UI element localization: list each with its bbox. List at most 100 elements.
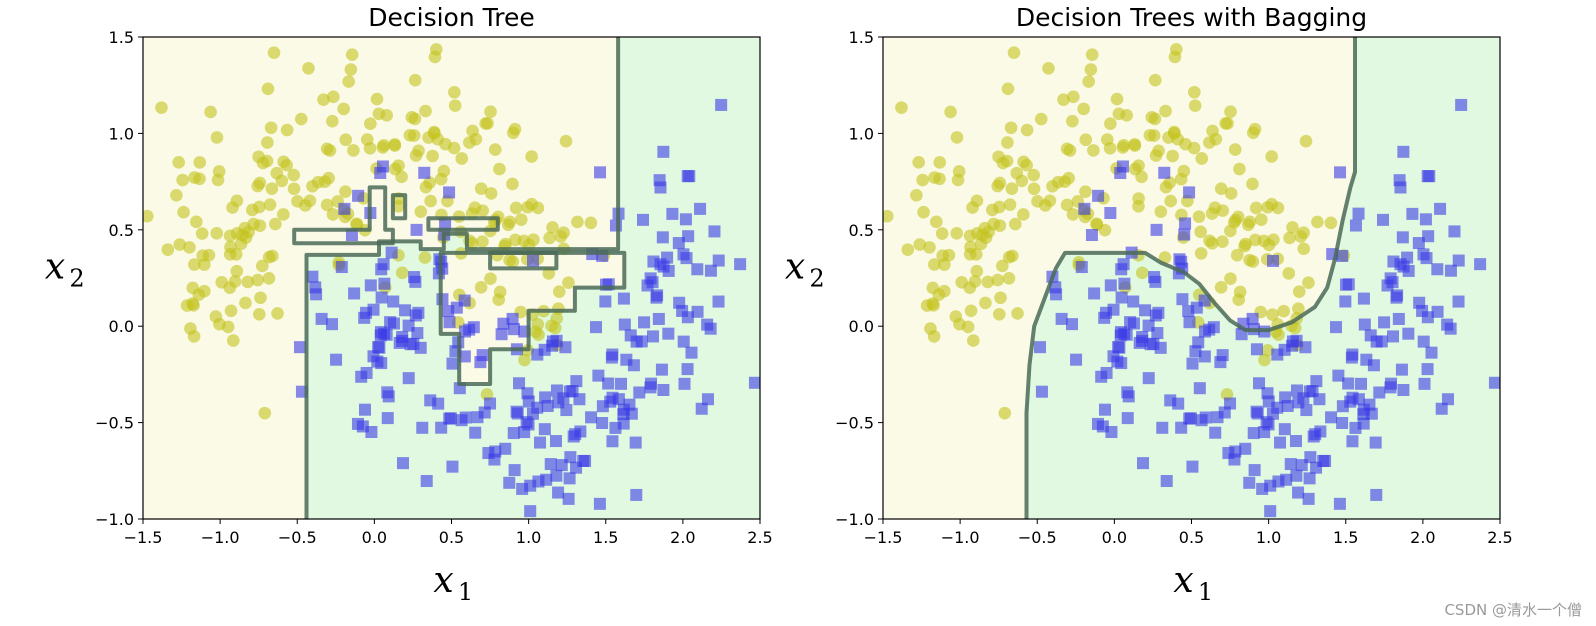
x-tick-label: 0.5 (439, 528, 464, 547)
class1-point (1149, 309, 1162, 322)
class0-point (195, 227, 209, 240)
class1-point (1120, 328, 1133, 341)
class1-point (1116, 160, 1129, 173)
class1-point (1313, 393, 1326, 406)
class1-point (633, 386, 646, 399)
class1-point (1151, 327, 1164, 340)
class1-point (596, 400, 609, 413)
class1-point (372, 341, 385, 354)
class1-point (1377, 213, 1390, 226)
class0-point (226, 334, 240, 347)
y-tick-label: 1.0 (109, 124, 134, 143)
class1-point (380, 328, 393, 341)
class1-point (1357, 292, 1370, 305)
class0-point (320, 198, 334, 212)
class0-point (518, 353, 531, 367)
class1-point (617, 292, 630, 305)
class0-point (981, 275, 995, 289)
class0-point (277, 208, 290, 221)
class1-point (683, 170, 696, 183)
class0-point (1009, 217, 1022, 231)
class1-point (387, 317, 400, 330)
class0-point (1112, 107, 1126, 121)
class1-point (618, 318, 631, 331)
class0-point (1158, 251, 1172, 264)
class0-point (1228, 143, 1242, 156)
class1-point (1190, 301, 1203, 314)
class1-point (399, 304, 412, 317)
class1-point (629, 436, 642, 449)
class0-point (910, 188, 923, 202)
class1-point (1339, 295, 1352, 308)
class0-point (241, 275, 255, 289)
class1-point (409, 309, 422, 322)
class0-point (1288, 321, 1302, 335)
class0-point (455, 152, 469, 165)
class0-point (253, 219, 267, 232)
class1-point (1488, 376, 1500, 389)
class0-point (407, 129, 421, 142)
class1-point (1078, 202, 1091, 215)
class0-point (251, 273, 265, 287)
class1-point (550, 469, 563, 482)
class0-point (275, 174, 289, 188)
class0-point (966, 334, 980, 347)
class0-point (251, 179, 265, 193)
class0-point (1128, 138, 1141, 151)
x-tick-label: −1.5 (124, 528, 163, 547)
class1-point (1186, 460, 1199, 473)
class0-point (1066, 114, 1079, 128)
class0-point (1248, 122, 1262, 136)
class1-point (569, 428, 582, 441)
class0-point (1104, 117, 1117, 131)
class1-point (1402, 327, 1415, 340)
class0-point (1087, 144, 1100, 157)
class0-point (923, 241, 936, 254)
class1-point (1434, 202, 1447, 215)
class0-point (280, 123, 294, 137)
class1-point (1175, 421, 1188, 434)
class0-point (1067, 90, 1080, 104)
class0-point (562, 276, 575, 289)
class1-point (1406, 207, 1419, 220)
class0-point (933, 156, 947, 169)
class1-point (424, 394, 437, 407)
class1-point (1127, 317, 1140, 330)
class1-point (615, 377, 628, 390)
class1-point (446, 357, 459, 370)
class0-point (1195, 152, 1209, 165)
class0-point (912, 156, 926, 169)
class1-point (694, 202, 707, 215)
class0-point (1224, 105, 1237, 119)
class1-point (356, 420, 369, 433)
class1-point (459, 325, 472, 338)
x-tick-label: 0.0 (1102, 528, 1127, 547)
chart-title: Decision Trees with Bagging (1016, 3, 1367, 32)
class1-point (507, 427, 520, 440)
class1-point (672, 237, 685, 250)
class1-point (411, 327, 424, 340)
class0-point (506, 177, 519, 191)
class0-point (143, 209, 154, 223)
class1-point (471, 411, 484, 424)
class1-point (358, 311, 371, 324)
class0-point (419, 104, 432, 118)
class1-point (402, 372, 415, 385)
class1-point (1121, 412, 1134, 425)
class0-point (1002, 272, 1016, 285)
class1-point (1419, 213, 1432, 226)
class0-point (1243, 215, 1257, 229)
class1-point (655, 363, 668, 376)
class1-point (592, 369, 605, 382)
class1-point (1199, 325, 1212, 338)
class1-point (1066, 318, 1079, 331)
class0-point (1159, 104, 1172, 118)
class1-point (1423, 170, 1436, 183)
class0-point (1311, 215, 1324, 229)
class0-point (204, 105, 217, 119)
class1-point (455, 414, 468, 427)
class0-point (1294, 230, 1308, 243)
class0-point (448, 85, 461, 99)
class1-point (1104, 207, 1117, 220)
